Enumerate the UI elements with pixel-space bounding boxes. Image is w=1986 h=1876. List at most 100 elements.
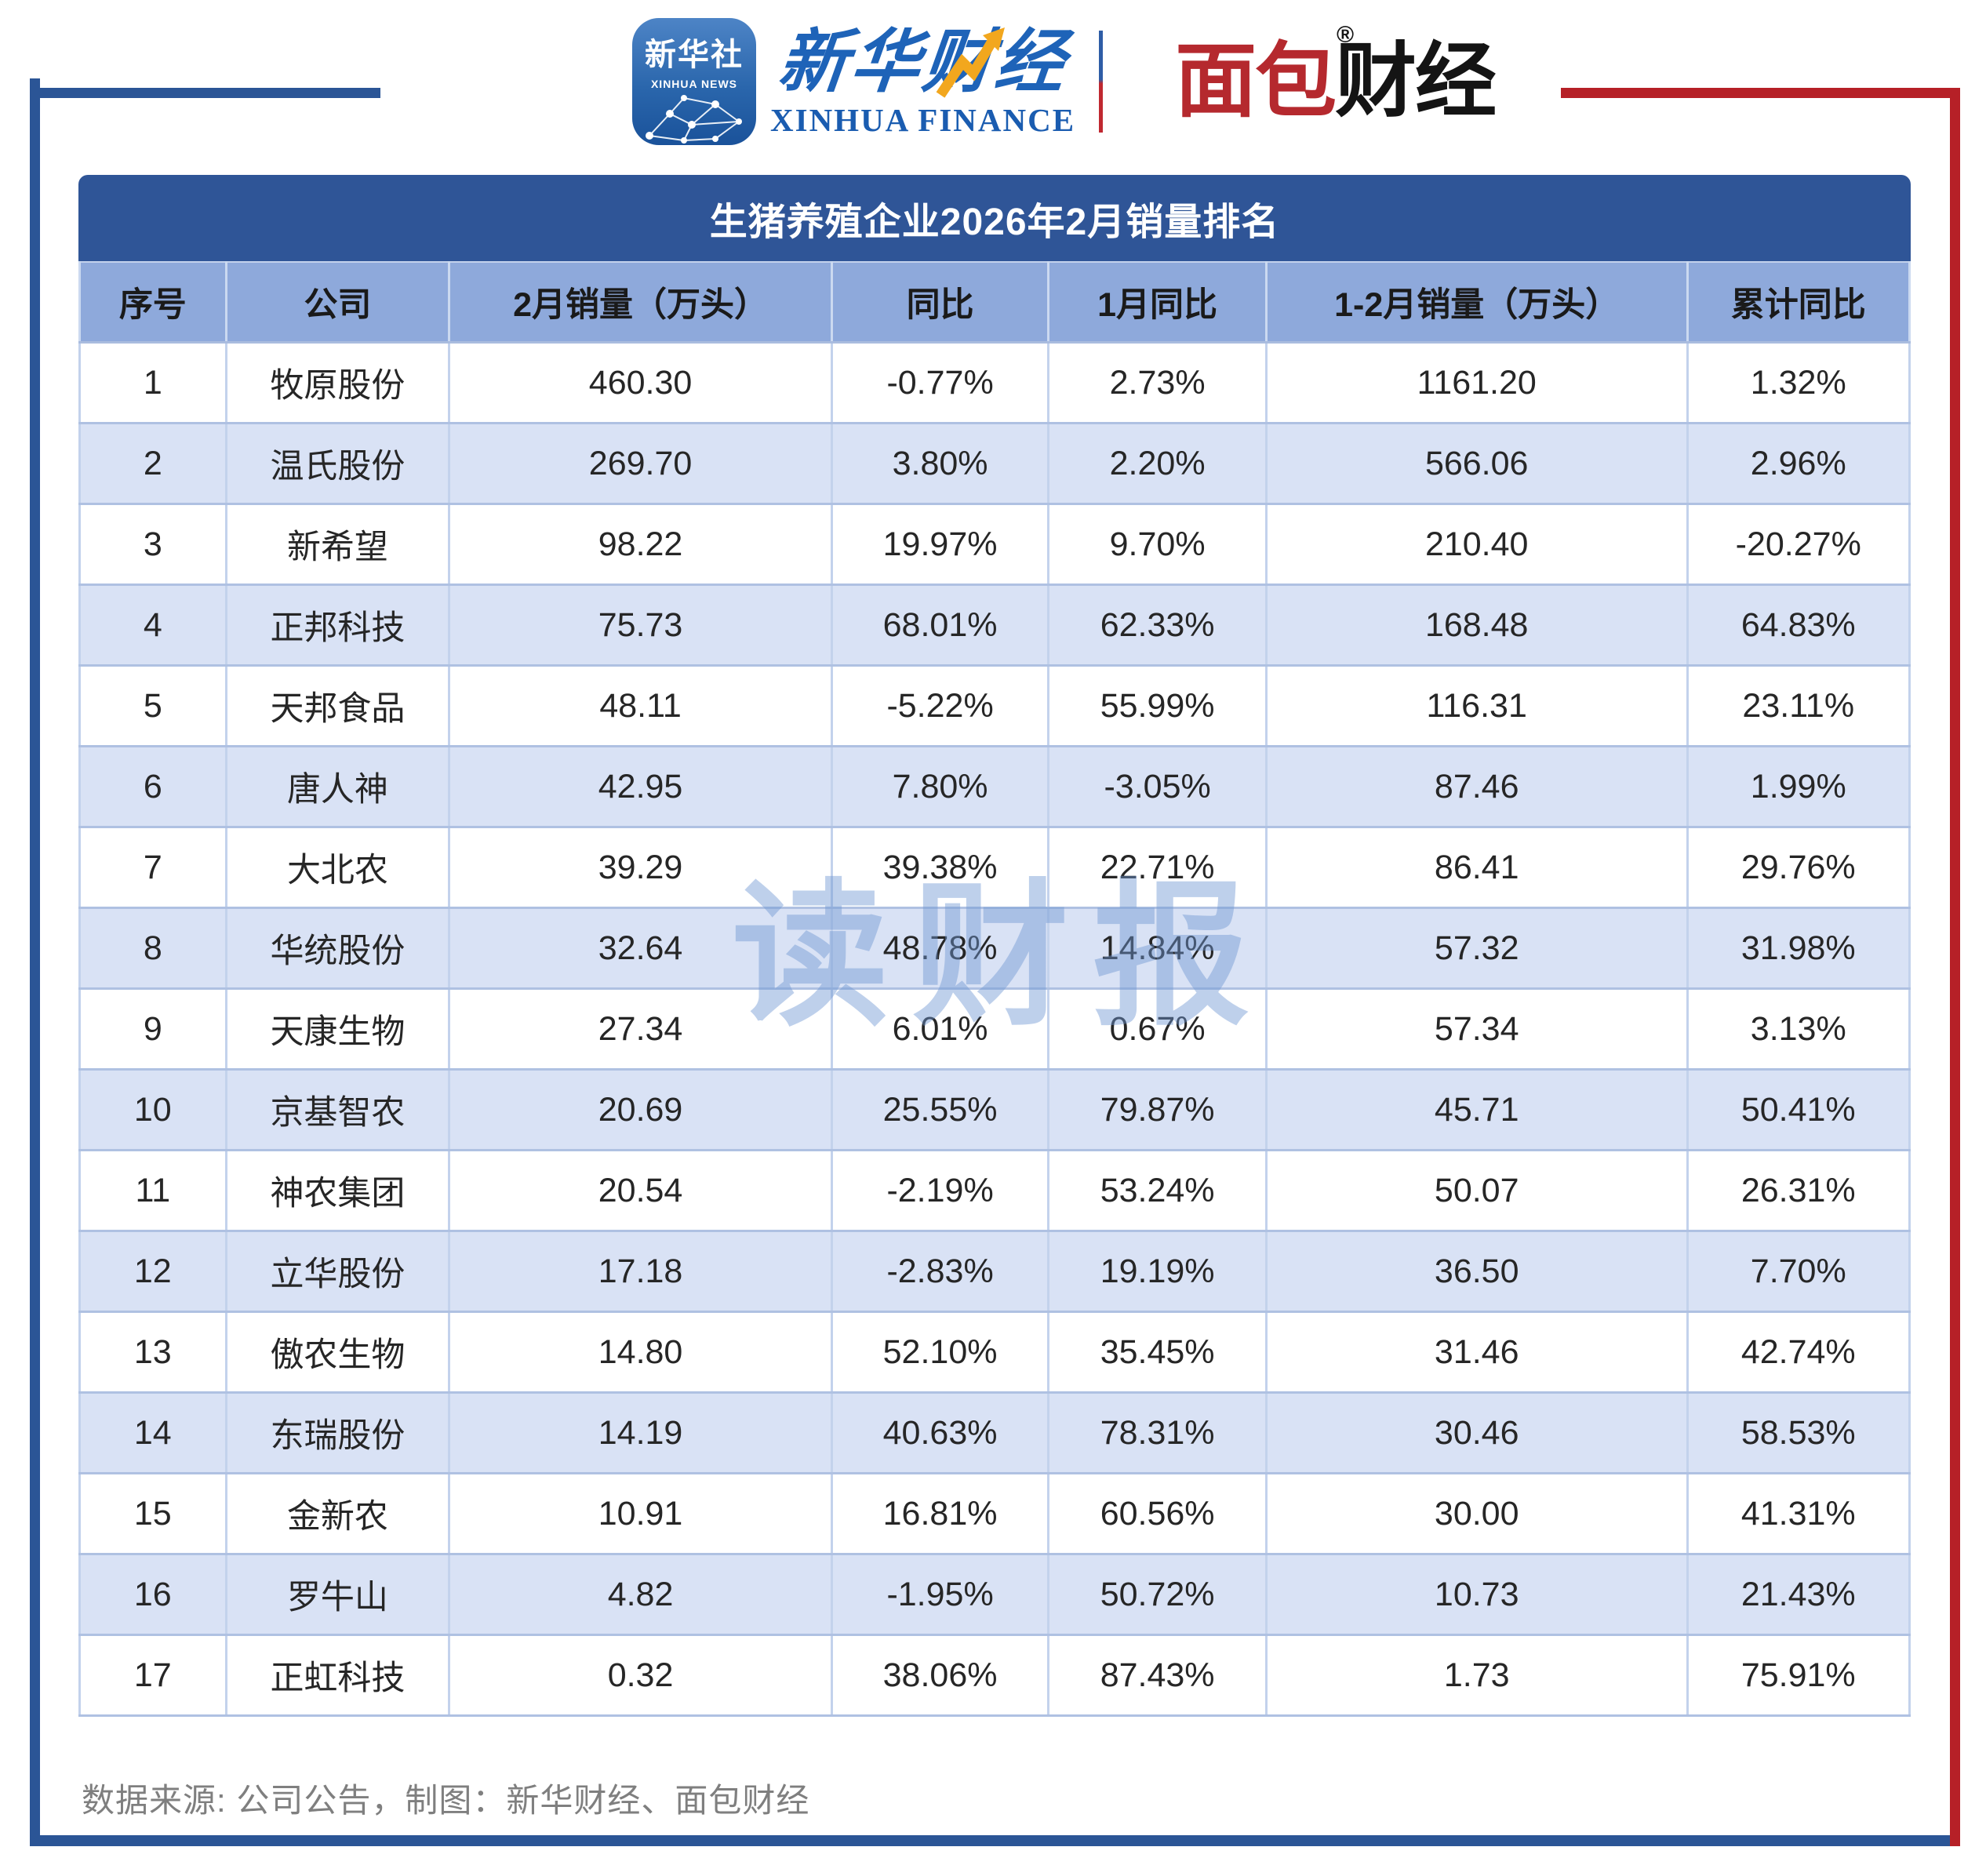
frame-bottom-line xyxy=(30,1835,1950,1846)
cell: 48.78% xyxy=(830,907,1050,990)
table-header-row: 序号 公司 2月销量（万头） 同比 1月同比 1-2月销量（万头） 累计同比 xyxy=(78,262,1911,344)
cell: 新希望 xyxy=(224,503,451,586)
registered-trademark-icon: ® xyxy=(1336,21,1355,48)
cell: 40.63% xyxy=(830,1391,1050,1474)
cell: 17 xyxy=(78,1634,227,1717)
table-row: 10 京基智农 20.69 25.55% 79.87% 45.71 50.41% xyxy=(78,1068,1911,1151)
cell: 31.98% xyxy=(1686,907,1911,990)
cell: 460.30 xyxy=(448,341,833,424)
cell: 3.13% xyxy=(1686,987,1911,1071)
cell: 14 xyxy=(78,1391,227,1474)
cell: 53.24% xyxy=(1047,1149,1268,1232)
cell: 7.70% xyxy=(1686,1230,1911,1313)
cell: 22.71% xyxy=(1047,826,1268,909)
column-header: 1-2月销量（万头） xyxy=(1264,262,1689,344)
cell: 58.53% xyxy=(1686,1391,1911,1474)
cell: 36.50 xyxy=(1264,1230,1689,1313)
column-header: 序号 xyxy=(78,262,227,344)
cell: 5 xyxy=(78,664,227,747)
cell: -0.77% xyxy=(830,341,1050,424)
cell: -5.22% xyxy=(830,664,1050,747)
cell: 15 xyxy=(78,1472,227,1555)
cell: -20.27% xyxy=(1686,503,1911,586)
table-row: 16 罗牛山 4.82 -1.95% 50.72% 10.73 21.43% xyxy=(78,1553,1911,1636)
xinhua-news-logo: 新华社 XINHUA NEWS xyxy=(632,18,756,145)
network-graphic-icon xyxy=(646,95,742,144)
cell: 大北农 xyxy=(224,826,451,909)
cell: 32.64 xyxy=(448,907,833,990)
logo-divider xyxy=(1099,31,1104,133)
table-row: 17 正虹科技 0.32 38.06% 87.43% 1.73 75.91% xyxy=(78,1634,1911,1717)
cell: 39.29 xyxy=(448,826,833,909)
cell: 17.18 xyxy=(448,1230,833,1313)
frame-left-line xyxy=(30,78,40,1846)
cell: 19.19% xyxy=(1047,1230,1268,1313)
cell: 64.83% xyxy=(1686,584,1911,667)
cell: 1 xyxy=(78,341,227,424)
cell: 45.71 xyxy=(1264,1068,1689,1151)
cell: 42.95 xyxy=(448,745,833,828)
cell: 京基智农 xyxy=(224,1068,451,1151)
cell: 0.67% xyxy=(1047,987,1268,1071)
cell: 2 xyxy=(78,422,227,505)
cell: 16 xyxy=(78,1553,227,1636)
cell: 4.82 xyxy=(448,1553,833,1636)
cell: 48.11 xyxy=(448,664,833,747)
cell: 温氏股份 xyxy=(224,422,451,505)
xinhua-finance-en: XINHUA FINANCE xyxy=(770,102,1076,139)
header-logos: 新华社 XINHUA NEWS 新华财经 XINHUA FINANCE 面包 xyxy=(632,13,1497,151)
cell: 30.46 xyxy=(1264,1391,1689,1474)
cell: 3 xyxy=(78,503,227,586)
cell: 98.22 xyxy=(448,503,833,586)
cell: 87.43% xyxy=(1047,1634,1268,1717)
cell: 23.11% xyxy=(1686,664,1911,747)
cell: 10 xyxy=(78,1068,227,1151)
cell: 9 xyxy=(78,987,227,1071)
cell: 39.38% xyxy=(830,826,1050,909)
cell: 210.40 xyxy=(1264,503,1689,586)
cell: 金新农 xyxy=(224,1472,451,1555)
xinhua-finance-logo: 新华财经 XINHUA FINANCE xyxy=(770,23,1076,140)
cell: 14.80 xyxy=(448,1311,833,1394)
cell: 华统股份 xyxy=(224,907,451,990)
table-row: 2 温氏股份 269.70 3.80% 2.20% 566.06 2.96% xyxy=(78,422,1911,505)
cell: 20.54 xyxy=(448,1149,833,1232)
cell: -1.95% xyxy=(830,1553,1050,1636)
cell: 26.31% xyxy=(1686,1149,1911,1232)
cell: 75.73 xyxy=(448,584,833,667)
mianbao-logo-black-text: 财经 xyxy=(1335,35,1497,127)
cell: 7 xyxy=(78,826,227,909)
cell: 傲农生物 xyxy=(224,1311,451,1394)
cell: 东瑞股份 xyxy=(224,1391,451,1474)
trend-arrow-icon xyxy=(936,27,1006,98)
cell: 21.43% xyxy=(1686,1553,1911,1636)
column-header: 1月同比 xyxy=(1047,262,1268,344)
cell: 29.76% xyxy=(1686,826,1911,909)
sales-ranking-panel: 生猪养殖企业2026年2月销量排名 序号 公司 2月销量（万头） 同比 1月同比 1-2月… xyxy=(78,175,1911,1717)
cell: 42.74% xyxy=(1686,1311,1911,1394)
table-row: 13 傲农生物 14.80 52.10% 35.45% 31.46 42.74% xyxy=(78,1311,1911,1394)
cell: 3.80% xyxy=(830,422,1050,505)
cell: 天康生物 xyxy=(224,987,451,1071)
cell: 87.46 xyxy=(1264,745,1689,828)
cell: 75.91% xyxy=(1686,1634,1911,1717)
cell: 牧原股份 xyxy=(224,341,451,424)
xinhua-news-logo-cn: 新华社 xyxy=(645,38,744,72)
cell: 2.96% xyxy=(1686,422,1911,505)
cell: -2.83% xyxy=(830,1230,1050,1313)
cell: 86.41 xyxy=(1264,826,1689,909)
table-row: 6 唐人神 42.95 7.80% -3.05% 87.46 1.99% xyxy=(78,745,1911,828)
cell: 41.31% xyxy=(1686,1472,1911,1555)
cell: 78.31% xyxy=(1047,1391,1268,1474)
frame-top-left-line xyxy=(30,88,380,98)
cell: 57.32 xyxy=(1264,907,1689,990)
cell: 4 xyxy=(78,584,227,667)
column-header: 同比 xyxy=(830,262,1050,344)
cell: 立华股份 xyxy=(224,1230,451,1313)
cell: 62.33% xyxy=(1047,584,1268,667)
table-row: 7 大北农 39.29 39.38% 22.71% 86.41 29.76% xyxy=(78,826,1911,909)
cell: 正虹科技 xyxy=(224,1634,451,1717)
cell: 唐人神 xyxy=(224,745,451,828)
cell: 20.69 xyxy=(448,1068,833,1151)
cell: 52.10% xyxy=(830,1311,1050,1394)
